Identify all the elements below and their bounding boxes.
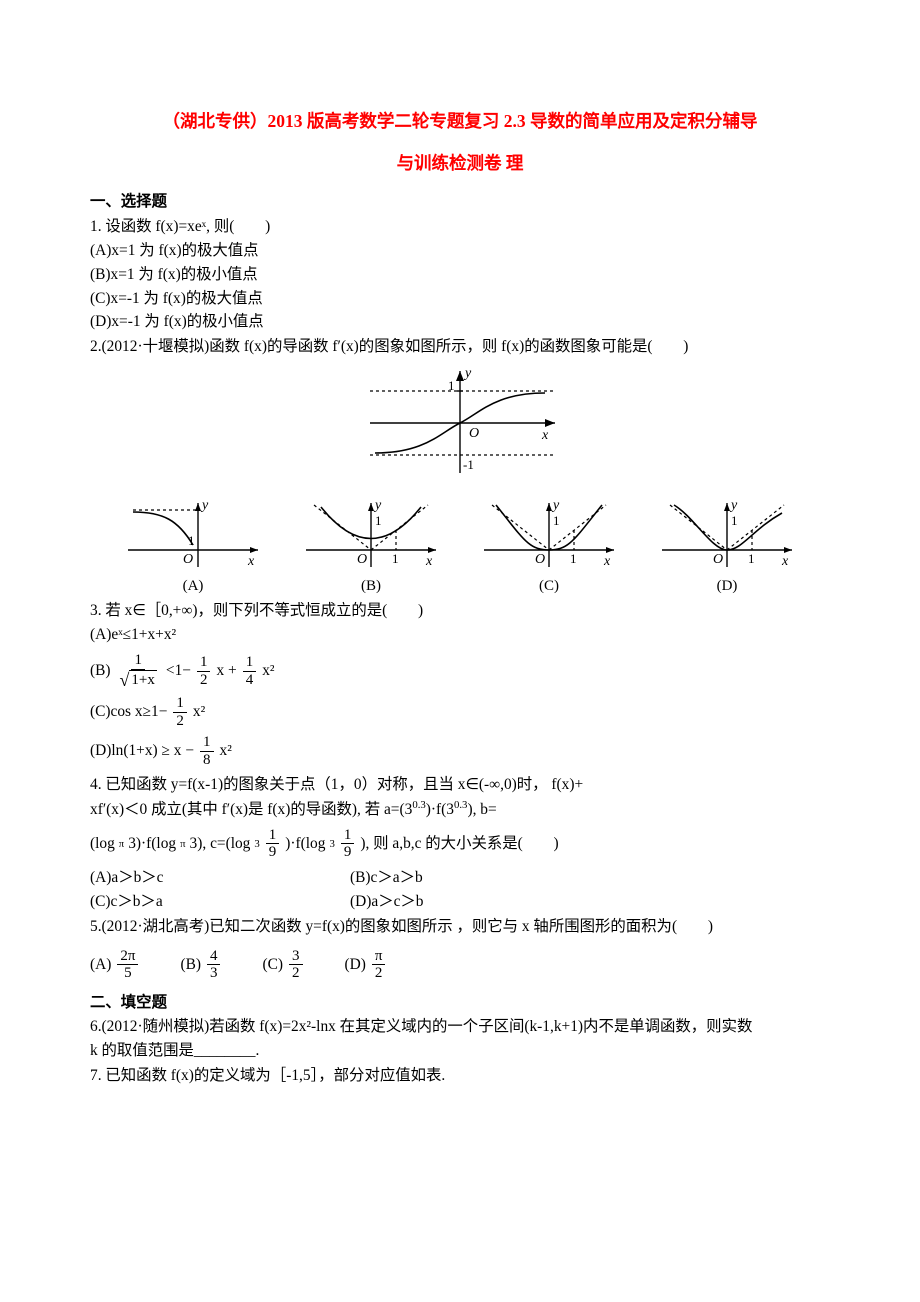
- question-7: 7. 已知函数 f(x)的定义域为［-1,5］，部分对应值如表.: [90, 1064, 830, 1088]
- svg-text:x: x: [603, 554, 611, 569]
- q6-l2: k 的取值范围是________.: [90, 1039, 830, 1063]
- svg-text:y: y: [729, 498, 738, 513]
- page-title: （湖北专供）2013 版高考数学二轮专题复习 2.3 导数的简单应用及定积分辅导…: [90, 100, 830, 184]
- q6-l1: 6.(2012·随州模拟)若函数 f(x)=2x²-lnx 在其定义域内的一个子…: [90, 1015, 830, 1039]
- svg-text:y: y: [200, 498, 209, 513]
- svg-text:1: 1: [570, 551, 577, 566]
- svg-text:1: 1: [392, 551, 399, 566]
- q1-A: (A)x=1 为 f(x)的极大值点: [90, 239, 830, 263]
- q3-B: (B) 1 √1+x <1− 12 x + 14 x²: [90, 652, 830, 690]
- section-2-header: 二、填空题: [90, 991, 830, 1015]
- svg-text:O: O: [183, 552, 193, 567]
- question-6: 6.(2012·随州模拟)若函数 f(x)=2x²-lnx 在其定义域内的一个子…: [90, 1015, 830, 1063]
- q2-top-O: O: [469, 426, 479, 441]
- q2-option-graphs: y 1 O x (A) y 1 O 1 x (B): [90, 495, 830, 598]
- q4-D: (D)a＞c＞b: [350, 890, 610, 914]
- title-line-1: （湖北专供）2013 版高考数学二轮专题复习 2.3 导数的简单应用及定积分辅导: [90, 100, 830, 142]
- q2-top-negone: -1: [463, 457, 474, 472]
- question-3: 3. 若 x∈［0,+∞)，则下列不等式恒成立的是( ) (A)eˣ≤1+x+x…: [90, 599, 830, 768]
- q3-D: (D)ln(1+x) ≥ x − 18 x²: [90, 734, 830, 768]
- svg-text:1: 1: [553, 513, 560, 528]
- q4-l2: xf′(x)＜0 成立(其中 f′(x)是 f(x)的导函数), 若 a=(30…: [90, 797, 830, 822]
- q5-stem: 5.(2012·湖北高考)已知二次函数 y=f(x)的图象如图所示 ，则它与 x…: [90, 915, 830, 939]
- q1-D: (D)x=-1 为 f(x)的极小值点: [90, 310, 830, 334]
- svg-text:1: 1: [375, 513, 382, 528]
- svg-text:x: x: [425, 554, 433, 569]
- q2-opt-B: y 1 O 1 x (B): [296, 495, 446, 598]
- q2-derivative-graph: y 1 O x -1: [90, 363, 830, 491]
- svg-text:x: x: [247, 554, 255, 569]
- question-4: 4. 已知函数 y=f(x-1)的图象关于点（1，0）对称，且当 x∈(-∞,0…: [90, 773, 830, 914]
- q4-C: (C)c＞b＞a: [90, 890, 350, 914]
- q2-opt-C: y 1 O 1 x (C): [474, 495, 624, 598]
- svg-text:1: 1: [748, 551, 755, 566]
- q4-A: (A)a＞b＞c: [90, 866, 350, 890]
- section-1-header: 一、选择题: [90, 190, 830, 214]
- q4-l1: 4. 已知函数 y=f(x-1)的图象关于点（1，0）对称，且当 x∈(-∞,0…: [90, 773, 830, 797]
- q2-top-y-label: y: [463, 366, 472, 381]
- q5-C: (C) 32: [262, 948, 304, 982]
- q5-A: (A) 2π5: [90, 948, 140, 982]
- svg-text:1: 1: [731, 513, 738, 528]
- q5-options: (A) 2π5 (B) 43 (C) 32 (D) π2: [90, 943, 830, 987]
- svg-text:O: O: [713, 552, 723, 567]
- q2-top-x-label: x: [541, 428, 549, 443]
- svg-text:y: y: [373, 498, 382, 513]
- q1-C: (C)x=-1 为 f(x)的极大值点: [90, 287, 830, 311]
- svg-text:y: y: [551, 498, 560, 513]
- q5-B: (B) 43: [180, 948, 222, 982]
- q2-top-one: 1: [448, 378, 455, 393]
- q1-stem: 1. 设函数 f(x)=xeˣ, 则( ): [90, 215, 830, 239]
- q2-stem: 2.(2012·十堰模拟)函数 f(x)的导函数 f′(x)的图象如图所示，则 …: [90, 335, 830, 359]
- q3-C: (C)cos x≥1− 12 x²: [90, 695, 830, 729]
- question-2: 2.(2012·十堰模拟)函数 f(x)的导函数 f′(x)的图象如图所示，则 …: [90, 335, 830, 598]
- q4-l3: (logπ3)·f(logπ3), c=(log3 19 )·f(log3 19…: [90, 827, 830, 861]
- q3-stem: 3. 若 x∈［0,+∞)，则下列不等式恒成立的是( ): [90, 599, 830, 623]
- title-line-2: 与训练检测卷 理: [90, 142, 830, 184]
- svg-text:x: x: [781, 554, 789, 569]
- question-5: 5.(2012·湖北高考)已知二次函数 y=f(x)的图象如图所示 ，则它与 x…: [90, 915, 830, 987]
- svg-text:1: 1: [188, 533, 195, 548]
- question-1: 1. 设函数 f(x)=xeˣ, 则( ) (A)x=1 为 f(x)的极大值点…: [90, 215, 830, 334]
- svg-text:O: O: [357, 552, 367, 567]
- q2-opt-D: y 1 O 1 x (D): [652, 495, 802, 598]
- q2-opt-A: y 1 O x (A): [118, 495, 268, 598]
- q4-options: (A)a＞b＞c (B)c＞a＞b (C)c＞b＞a (D)a＞c＞b: [90, 866, 830, 914]
- q3-A: (A)eˣ≤1+x+x²: [90, 623, 830, 647]
- q1-B: (B)x=1 为 f(x)的极小值点: [90, 263, 830, 287]
- q5-D: (D) π2: [345, 948, 388, 982]
- svg-text:O: O: [535, 552, 545, 567]
- q4-B: (B)c＞a＞b: [350, 866, 610, 890]
